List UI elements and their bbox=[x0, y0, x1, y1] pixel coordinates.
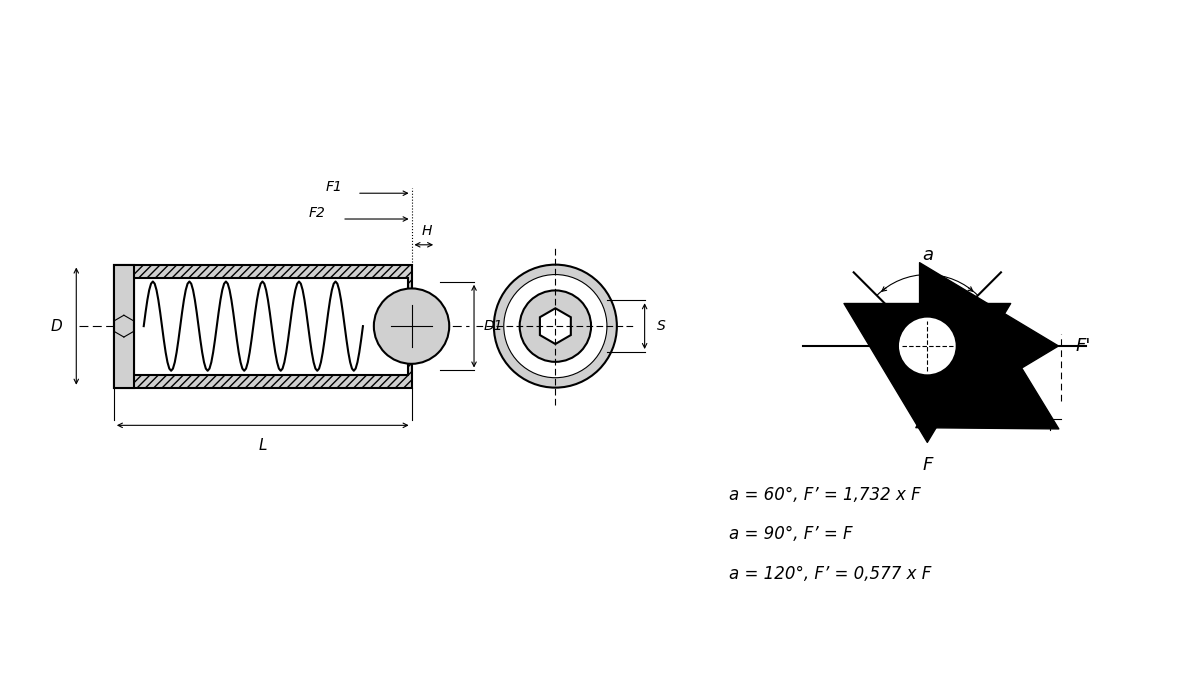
Text: F': F' bbox=[1075, 337, 1091, 355]
Text: H: H bbox=[421, 224, 432, 238]
Text: a = 120°, F’ = 0,577 x F: a = 120°, F’ = 0,577 x F bbox=[728, 565, 931, 583]
Text: D: D bbox=[50, 318, 62, 333]
Text: F1: F1 bbox=[325, 180, 343, 194]
Circle shape bbox=[374, 288, 449, 364]
Bar bbox=[134, 278, 408, 375]
Text: a = 90°, F’ = F: a = 90°, F’ = F bbox=[728, 525, 852, 543]
Circle shape bbox=[520, 290, 592, 362]
Bar bbox=[114, 265, 412, 388]
Text: F2: F2 bbox=[308, 206, 325, 220]
Text: S: S bbox=[658, 319, 666, 333]
Circle shape bbox=[494, 265, 617, 388]
Circle shape bbox=[504, 274, 607, 378]
Text: L: L bbox=[258, 438, 268, 453]
Text: F: F bbox=[922, 456, 932, 474]
Text: a: a bbox=[922, 246, 932, 263]
Bar bbox=[114, 265, 412, 388]
Text: a = 60°, F’ = 1,732 x F: a = 60°, F’ = 1,732 x F bbox=[728, 486, 920, 504]
Bar bbox=[114, 265, 134, 388]
Polygon shape bbox=[540, 308, 571, 344]
Circle shape bbox=[898, 316, 958, 376]
Text: D1: D1 bbox=[484, 319, 504, 333]
